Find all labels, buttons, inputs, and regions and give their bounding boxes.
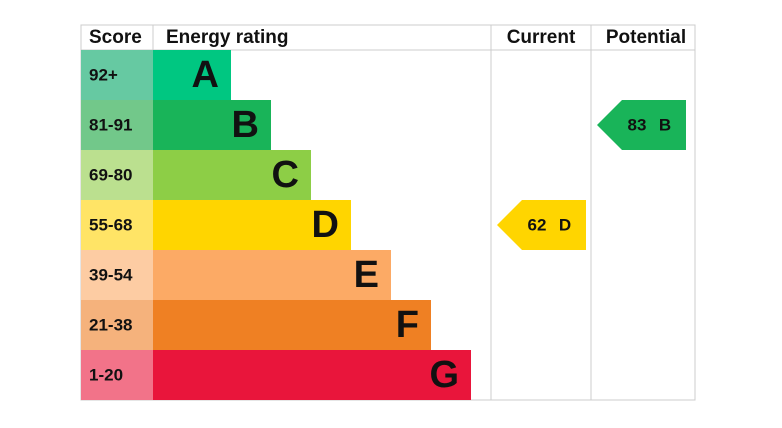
rating-letter: C (272, 154, 299, 196)
score-label: 81-91 (89, 115, 132, 134)
score-cell (81, 250, 153, 300)
current-header: Current (507, 27, 576, 48)
potential-arrow (597, 100, 686, 150)
score-label: 1-20 (89, 365, 123, 384)
score-cell (81, 200, 153, 250)
rating-bar (153, 300, 431, 350)
score-cell (81, 150, 153, 200)
rating-letter: D (312, 204, 339, 246)
score-label: 21-38 (89, 315, 132, 334)
score-label: 92+ (89, 65, 118, 84)
score-label: 69-80 (89, 165, 132, 184)
potential-letter: B (659, 115, 671, 134)
rating-bar (153, 50, 231, 100)
potential-header: Potential (606, 27, 686, 48)
current-value: 62 (528, 215, 547, 234)
score-label: 55-68 (89, 215, 132, 234)
rating-letter: B (232, 104, 259, 146)
rating-header: Energy rating (166, 27, 288, 48)
rating-letter: A (192, 54, 219, 96)
potential-value: 83 (628, 115, 647, 134)
rating-bar (153, 350, 471, 400)
rating-letter: G (429, 354, 459, 396)
rating-letter: E (354, 254, 379, 296)
score-cell (81, 350, 153, 400)
rating-bar (153, 150, 311, 200)
score-cell (81, 300, 153, 350)
current-letter: D (559, 215, 571, 234)
rating-bar (153, 250, 391, 300)
score-label: 39-54 (89, 265, 133, 284)
current-arrow (497, 200, 586, 250)
rating-bar (153, 100, 271, 150)
rating-bar (153, 200, 351, 250)
score-cell (81, 100, 153, 150)
rating-letter: F (396, 304, 419, 346)
score-cell (81, 50, 153, 100)
score-header: Score (89, 27, 142, 48)
